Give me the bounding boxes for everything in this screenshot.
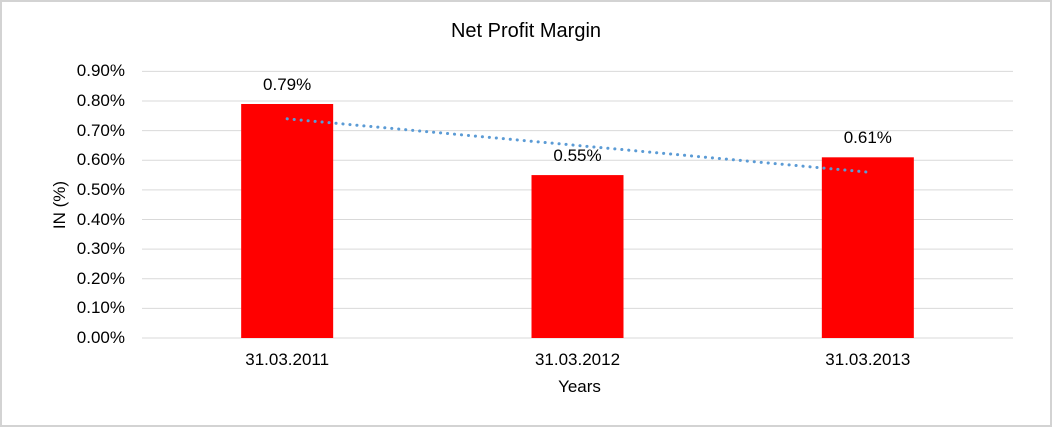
x-tick-label: 31.03.2012 [534,350,621,369]
y-tick-label: 0.90% [76,61,125,81]
x-tick-label: 31.03.2011 [245,350,330,369]
x-tick-label: 31.03.2013 [825,350,911,369]
bar-31.03.2013 [821,157,914,338]
y-tick-label: 0.10% [76,298,125,318]
x-axis-title: Years [558,377,601,396]
y-tick-label: 0.50% [76,179,125,199]
y-tick-label: 0.70% [76,120,125,140]
y-tick-label: 0.60% [76,150,125,170]
bar-31.03.2011 [241,104,334,338]
trendline [285,117,870,174]
y-tick-label: 0.40% [76,209,125,229]
bar-31.03.2012 [531,175,624,338]
bar-value-label: 0.79% [263,75,312,94]
y-tick-label: 0.80% [76,91,125,111]
y-tick-label: 0.30% [76,239,125,259]
bar-value-label: 0.55% [553,146,602,166]
chart-title: Net Profit Margin [450,20,602,42]
y-tick-label: 0.20% [76,268,125,288]
y-tick-label: 0.00% [76,328,125,347]
bar-value-label: 0.61% [843,128,892,148]
